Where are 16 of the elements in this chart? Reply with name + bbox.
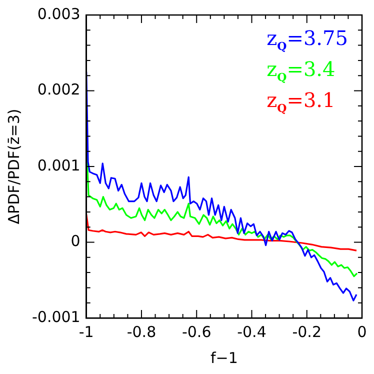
y-tick-label: 0 xyxy=(70,232,80,250)
x-axis-title: f−1 xyxy=(210,348,238,367)
y-tick-label: 0.003 xyxy=(37,4,80,23)
y-tick-label: 0.002 xyxy=(37,80,80,99)
x-tick-label: -0.2 xyxy=(292,322,322,341)
text: z$_{Q}$=3.75 xyxy=(266,26,348,55)
x-tick-label: -0.8 xyxy=(126,322,156,341)
y-tick-label: 0.001 xyxy=(37,156,80,174)
x-tick-label: -0.4 xyxy=(237,322,266,341)
y-axis-title: ΔPDF/PDF(z̄=3) xyxy=(4,108,23,224)
text: z$_{Q}$=3.1 xyxy=(266,88,336,117)
y-tick-label: -0.001 xyxy=(32,308,80,326)
text: z$_{Q}$=3.4 xyxy=(266,57,336,86)
x-tick-label: -1 xyxy=(78,322,94,341)
x-tick-label: 0 xyxy=(357,322,367,341)
x-tick-label: -0.6 xyxy=(182,322,212,341)
